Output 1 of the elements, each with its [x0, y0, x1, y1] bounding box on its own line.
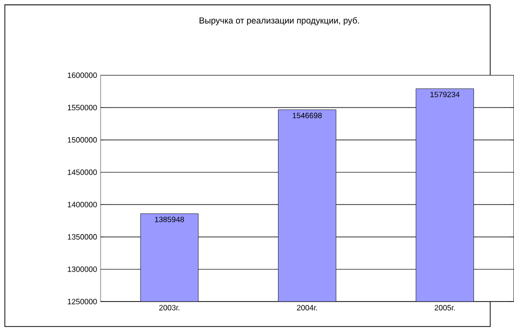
chart-title: Выручка от реализации продукции, руб. — [200, 16, 359, 26]
